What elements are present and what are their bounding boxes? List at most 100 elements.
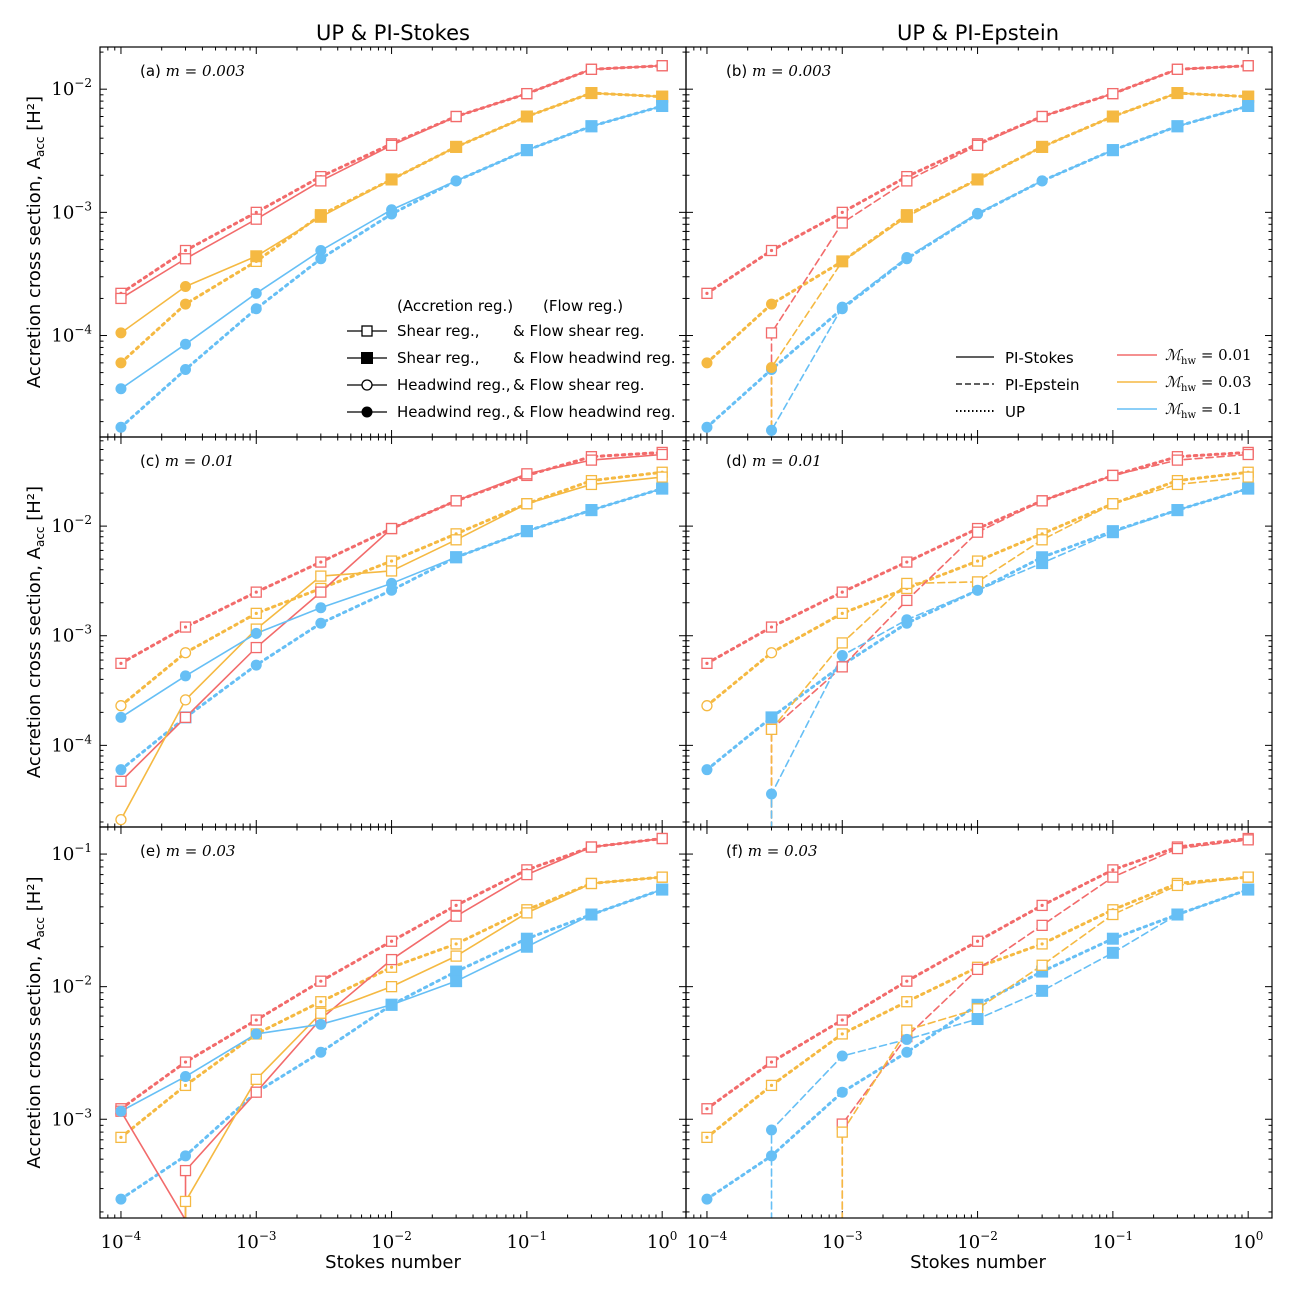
data-point	[520, 940, 533, 953]
data-point	[180, 363, 192, 375]
data-point	[115, 421, 127, 433]
data-point	[1036, 984, 1049, 997]
data-point	[315, 586, 327, 598]
x-tick-label: 10−2	[957, 1229, 998, 1253]
data-point	[901, 614, 913, 626]
data-point-dot	[705, 1107, 709, 1111]
data-point	[836, 301, 848, 313]
series-line-up	[119, 888, 664, 1201]
data-point	[1171, 504, 1184, 517]
panel-b: (b) m = 0.003	[685, 46, 1273, 438]
data-point	[971, 173, 984, 186]
data-point	[1036, 534, 1048, 546]
data-point	[765, 327, 778, 339]
data-point	[250, 1073, 262, 1085]
data-point	[1171, 454, 1184, 466]
data-point	[115, 1105, 127, 1117]
data-point	[836, 1086, 848, 1098]
data-point	[385, 173, 398, 186]
data-point	[115, 383, 127, 395]
data-point	[450, 910, 462, 922]
data-point	[1242, 448, 1254, 461]
series-line-pi-epstein	[770, 64, 1249, 437]
data-point	[250, 641, 262, 654]
data-point	[115, 327, 127, 339]
series-lines	[119, 450, 664, 821]
col-title-left: UP & PI-Stokes	[316, 21, 470, 45]
legend-regimes: (Accretion reg.) (Flow reg.) Shear reg., & …	[347, 297, 676, 421]
series-line-up	[705, 91, 1250, 365]
data-point	[450, 551, 463, 564]
data-point-dot	[254, 611, 258, 615]
panel-f: (f) m = 0.03 10−4 10−3 10−2 10−1 100	[685, 826, 1273, 1253]
series-markers	[701, 446, 1255, 800]
data-point	[520, 144, 533, 157]
legend-accretion-label: Shear reg.,	[397, 349, 480, 367]
panel-label: (f) m = 0.03	[726, 842, 818, 860]
data-point	[766, 788, 778, 800]
data-point	[836, 1050, 848, 1062]
y-tick-label: 10−3	[51, 623, 92, 647]
data-point	[314, 210, 327, 223]
data-point-dot	[840, 1018, 844, 1022]
data-point-dot	[840, 590, 844, 594]
data-point	[1242, 60, 1254, 72]
data-point-dot	[769, 625, 774, 629]
data-point	[315, 617, 327, 629]
data-point	[115, 711, 127, 723]
data-point	[701, 1193, 713, 1205]
data-point	[179, 253, 192, 265]
legend-mach-label: ℳhw = 0.01	[1165, 346, 1252, 367]
data-point	[901, 175, 913, 187]
y-axis-label: Accretion cross section, Aacc [H²]	[24, 876, 47, 1168]
data-point	[385, 953, 398, 966]
data-point	[450, 175, 462, 187]
x-tick-label: 10−1	[507, 1229, 548, 1253]
data-point	[1106, 946, 1119, 959]
y-tick-label: 10−4	[51, 323, 92, 347]
data-point	[836, 1126, 848, 1138]
data-point	[315, 1018, 327, 1030]
data-point	[385, 139, 398, 151]
legend-style-label: UP	[1005, 403, 1025, 421]
data-point	[1107, 871, 1119, 883]
data-point-dot	[769, 1060, 774, 1064]
data-point-dot	[119, 661, 123, 665]
data-point	[765, 723, 778, 735]
data-point	[521, 87, 533, 100]
data-point-dot	[705, 1135, 709, 1139]
data-point	[386, 577, 398, 589]
data-point	[701, 700, 713, 712]
data-point	[585, 87, 598, 100]
x-tick-label: 100	[647, 1229, 678, 1253]
data-point	[385, 522, 398, 535]
data-point-dot	[840, 1032, 844, 1036]
col-title-right: UP & PI-Epstein	[897, 21, 1059, 45]
data-point	[765, 647, 778, 659]
data-point	[180, 670, 192, 682]
panel-label: (b) m = 0.003	[726, 62, 831, 80]
legend-flow-label: & Flow headwind reg.	[513, 349, 676, 367]
data-point	[315, 602, 327, 614]
x-tick-label: 100	[1233, 1229, 1264, 1253]
data-point-dot	[183, 625, 188, 629]
data-point	[1036, 175, 1048, 187]
data-point	[701, 357, 713, 369]
data-point	[1242, 834, 1254, 846]
data-point-dot	[389, 559, 394, 563]
panel-label: (d) m = 0.01	[726, 452, 822, 470]
data-point	[1106, 144, 1119, 157]
series-markers	[115, 60, 669, 433]
x-axis-label-left: Stokes number	[325, 1252, 461, 1273]
data-point	[1036, 959, 1048, 971]
data-point	[250, 627, 262, 639]
data-point	[1171, 478, 1184, 491]
legend-mach-label: ℳhw = 0.1	[1165, 400, 1242, 421]
data-point	[180, 281, 192, 293]
data-point	[520, 525, 533, 538]
data-point-dot	[254, 210, 258, 214]
x-tick-label: 10−3	[236, 1229, 277, 1253]
series-lines	[705, 837, 1250, 1218]
data-point	[385, 565, 398, 577]
